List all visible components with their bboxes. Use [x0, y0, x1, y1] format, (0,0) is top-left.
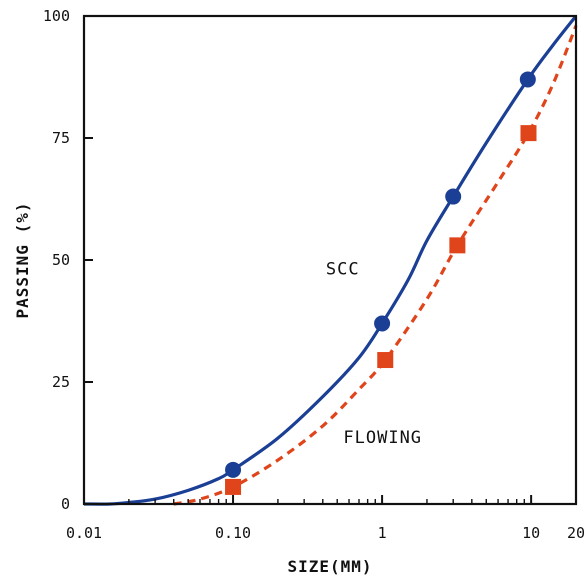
x-tick-label-4: 10	[522, 524, 540, 542]
y-tick-label-5: 100	[43, 7, 70, 25]
x-axis-title: SIZE(MM)	[287, 557, 372, 576]
ticks-layer	[83, 15, 577, 505]
y-tick-label-3: 50	[52, 251, 70, 269]
x-tick-label-5: 20	[567, 524, 585, 542]
annotation-scc: SCC	[326, 260, 360, 280]
series-line-scc	[83, 15, 578, 506]
data-point-flowing-4	[520, 125, 537, 142]
data-point-scc-4	[519, 71, 536, 88]
y-tick-label-1: 0	[61, 495, 70, 513]
data-point-flowing-1	[225, 478, 242, 495]
y-tick-label-4: 75	[52, 129, 70, 147]
data-point-scc-1	[225, 461, 242, 478]
annotation-flowing: FLOWING	[343, 428, 422, 448]
x-tick-label-3: 1	[378, 524, 387, 542]
x-tick-label-2: 0.10	[215, 524, 251, 542]
x-tick-label-1: 0.01	[66, 524, 102, 542]
labels-layer: 0.01 0.10 1 10 20 0 25 50 75 100 SCC FLOWING	[43, 7, 585, 542]
markers-layer	[225, 71, 537, 495]
data-point-scc-2	[374, 315, 391, 332]
y-axis-title: PASSING (%)	[13, 202, 32, 319]
data-point-flowing-3	[449, 237, 466, 254]
data-point-flowing-2	[377, 352, 394, 369]
data-point-scc-3	[445, 188, 462, 205]
y-tick-label-2: 25	[52, 373, 70, 391]
